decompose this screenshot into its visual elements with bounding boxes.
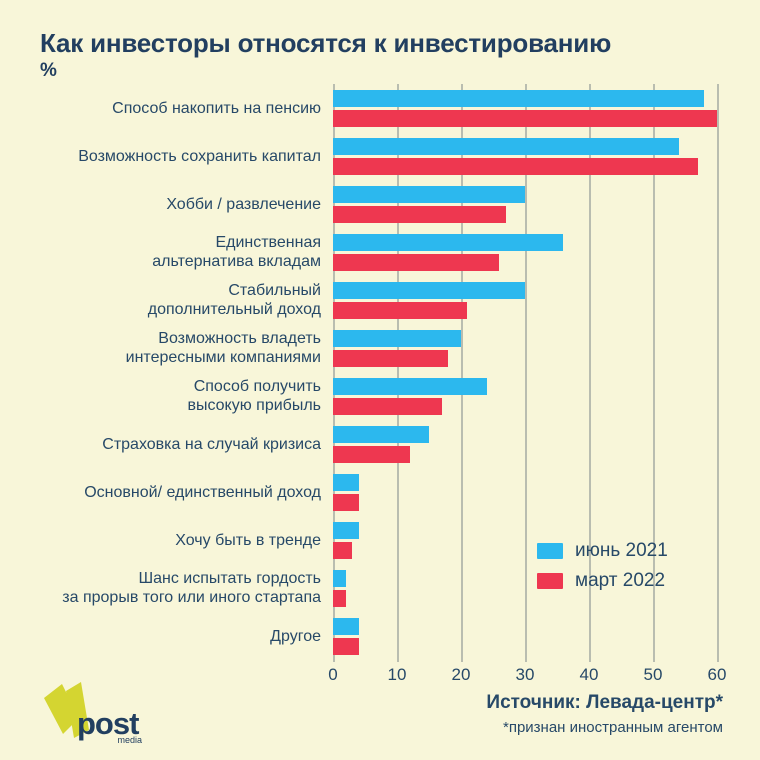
bar-june-2021 — [333, 138, 679, 155]
x-tick-label-40: 40 — [579, 665, 599, 684]
bar-june-2021 — [333, 378, 487, 395]
category-label: Возможность сохранить капитал — [78, 147, 321, 165]
bar-march-2022 — [333, 110, 717, 127]
unit-label: % — [40, 60, 57, 81]
gridline-0 — [333, 84, 335, 662]
bar-june-2021 — [333, 90, 705, 107]
category-label: Способ накопить на пенсию — [112, 99, 321, 117]
category-label: Страховка на случай кризиса — [102, 435, 321, 453]
bar-june-2021 — [333, 330, 461, 347]
gridline-60 — [717, 84, 719, 662]
page-title: Как инвесторы относятся к инвестированию — [40, 28, 612, 58]
bar-groups-layer — [333, 84, 723, 660]
category-label: Другое — [270, 627, 321, 645]
legend-label: март 2022 — [575, 570, 666, 591]
bar-june-2021 — [333, 426, 429, 443]
legend: июнь 2021 март 2022 — [537, 536, 668, 596]
legend-item-june-2021: июнь 2021 — [537, 536, 668, 566]
category-labels-column: Способ накопить на пенсию Возможность сох… — [0, 84, 333, 660]
gridline-20 — [461, 84, 463, 662]
bar-group — [333, 228, 723, 276]
bar-june-2021 — [333, 522, 359, 539]
gridline-30 — [525, 84, 527, 662]
bar-march-2022 — [333, 398, 442, 415]
bar-group — [333, 516, 723, 564]
bar-chart-plot-area — [333, 84, 723, 662]
x-tick-label-30: 30 — [515, 665, 535, 684]
logo-sub: media — [117, 735, 142, 745]
bar-group — [333, 324, 723, 372]
bar-group — [333, 372, 723, 420]
bar-group — [333, 612, 723, 660]
logo-v-right-stroke-icon — [66, 682, 89, 738]
bar-march-2022 — [333, 158, 698, 175]
bar-group — [333, 84, 723, 132]
bar-june-2021 — [333, 282, 525, 299]
bar-march-2022 — [333, 446, 410, 463]
bar-march-2022 — [333, 494, 359, 511]
source-footnote: *признан иностранным агентом — [503, 719, 723, 736]
bar-group — [333, 564, 723, 612]
category-label: Способ получить высокую прибыль — [187, 378, 321, 414]
category-label: Хочу быть в тренде — [175, 531, 321, 549]
category-label: Стабильный дополнительный доход — [147, 282, 321, 318]
gridline-40 — [589, 84, 591, 662]
bar-june-2021 — [333, 186, 525, 203]
x-axis: 0 10 20 30 40 50 60 — [328, 665, 726, 687]
bar-june-2021 — [333, 618, 359, 635]
x-tick-label-50: 50 — [643, 665, 663, 684]
vpost-media-logo: post media — [44, 682, 142, 745]
x-tick-label-0: 0 — [328, 665, 338, 684]
source-text: Источник: Левада-центр* — [486, 692, 723, 713]
logo-v-left-stroke-icon — [44, 684, 79, 734]
bar-group — [333, 420, 723, 468]
category-label: Основной/ единственный доход — [84, 483, 321, 501]
bar-june-2021 — [333, 234, 564, 251]
bar-june-2021 — [333, 474, 359, 491]
bar-group — [333, 180, 723, 228]
bar-march-2022 — [333, 206, 506, 223]
category-label: Хобби / развлечение — [166, 195, 321, 213]
legend-swatch-june-2021 — [537, 543, 563, 559]
source-note: Источник: Левада-центр* *признан иностра… — [486, 692, 723, 736]
bar-march-2022 — [333, 302, 468, 319]
bar-group — [333, 468, 723, 516]
bar-march-2022 — [333, 542, 353, 559]
bar-march-2022 — [333, 638, 359, 655]
gridline-50 — [653, 84, 655, 662]
x-tick-label-20: 20 — [451, 665, 471, 684]
x-tick-label-60: 60 — [707, 665, 727, 684]
bar-june-2021 — [333, 570, 346, 587]
gridline-10 — [397, 84, 399, 662]
x-tick-label-10: 10 — [387, 665, 407, 684]
category-label: Возможность владеть интересными компаниям… — [125, 330, 321, 366]
bar-group — [333, 132, 723, 180]
category-label: Единственная альтернатива вкладам — [152, 234, 321, 270]
legend-label: июнь 2021 — [575, 540, 668, 561]
category-label: Шанс испытать гордость за прорыв того или… — [62, 570, 321, 606]
bar-group — [333, 276, 723, 324]
bar-march-2022 — [333, 590, 346, 607]
logo-name: post — [77, 706, 139, 741]
legend-item-march-2022: март 2022 — [537, 566, 668, 596]
bar-march-2022 — [333, 254, 500, 271]
bar-march-2022 — [333, 350, 449, 367]
legend-swatch-march-2022 — [537, 573, 563, 589]
